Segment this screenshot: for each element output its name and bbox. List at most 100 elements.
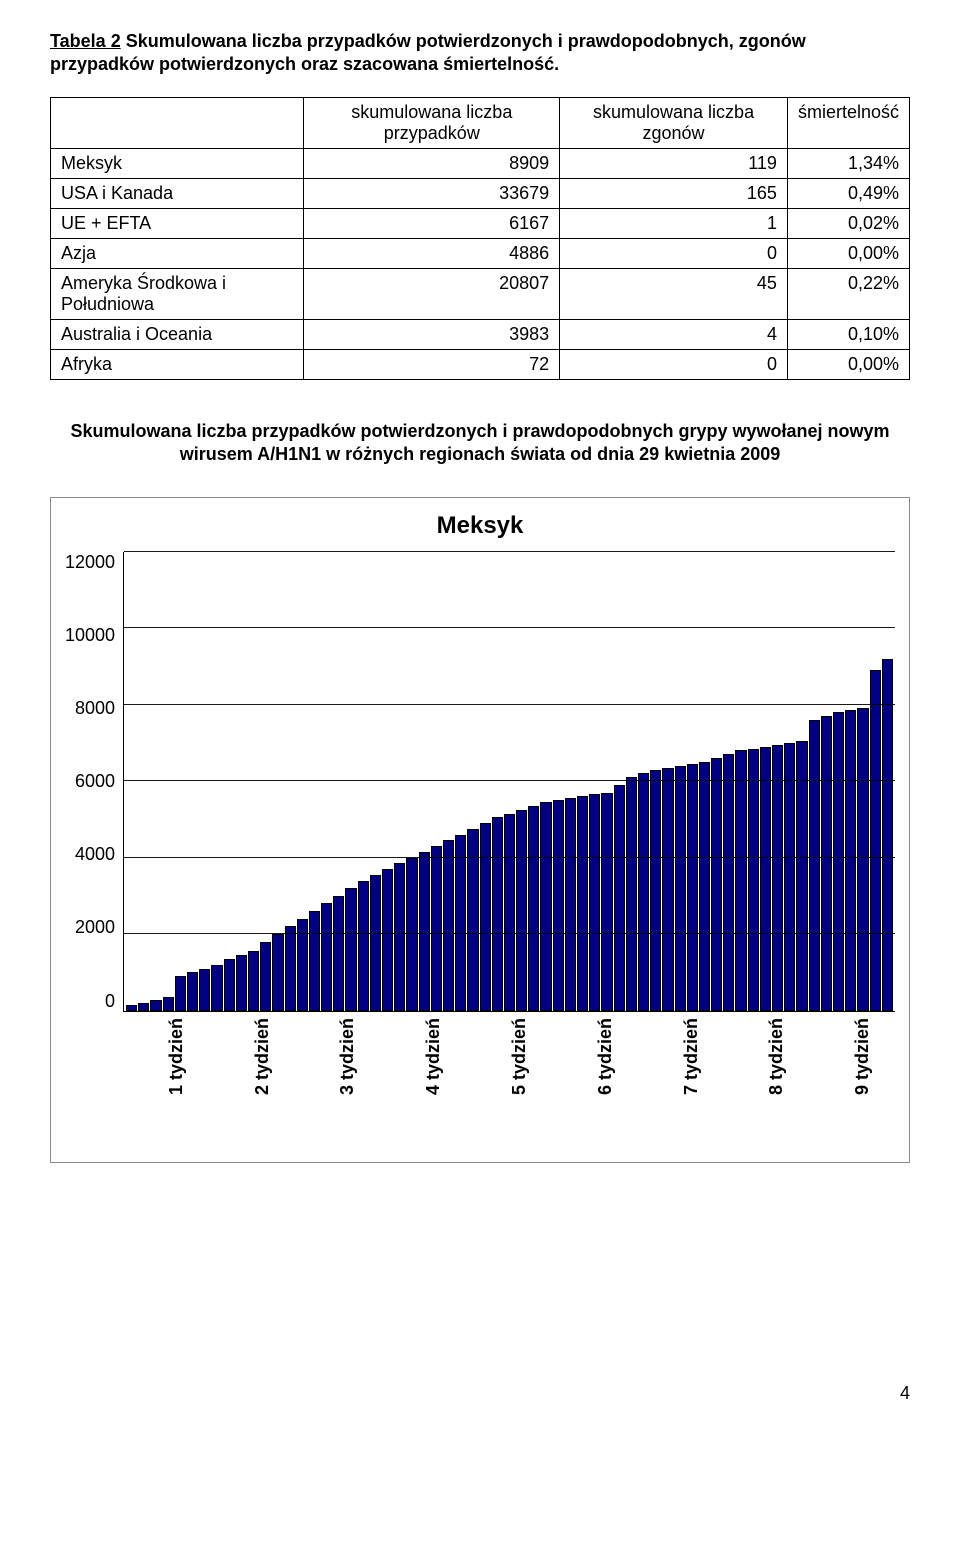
x-tick-label: 4 tydzień <box>423 1018 444 1095</box>
bar <box>358 881 369 1011</box>
y-tick-label: 10000 <box>65 625 115 646</box>
x-tick-group: 7 tydzień <box>638 1018 724 1148</box>
bar <box>553 800 564 1010</box>
bar <box>345 888 356 1010</box>
row-deaths: 4 <box>560 319 788 349</box>
table-row: UE + EFTA616710,02% <box>51 208 910 238</box>
grid-line <box>124 627 895 628</box>
grid-line <box>124 933 895 934</box>
grid-line <box>124 780 895 781</box>
bar <box>431 846 442 1010</box>
bar <box>272 934 283 1010</box>
bar <box>687 764 698 1011</box>
bar <box>711 758 722 1010</box>
bar <box>163 997 174 1011</box>
row-label: Ameryka Środkowa i Południowa <box>51 268 304 319</box>
title-rest: Skumulowana liczba przypadków potwierdzo… <box>50 31 806 74</box>
bar <box>516 810 527 1011</box>
x-tick-label: 8 tydzień <box>766 1018 787 1095</box>
bar <box>784 743 795 1011</box>
bar <box>540 802 551 1010</box>
table-header-deaths: skumulowana liczba zgonów <box>560 97 788 148</box>
x-tick-group: 5 tydzień <box>466 1018 552 1148</box>
bar <box>528 806 539 1011</box>
bar <box>626 777 637 1010</box>
row-deaths: 1 <box>560 208 788 238</box>
bar <box>760 747 771 1011</box>
x-tick-label: 3 tydzień <box>337 1018 358 1095</box>
row-cases: 72 <box>304 349 560 379</box>
row-mortality: 0,49% <box>787 178 909 208</box>
bar <box>480 823 491 1010</box>
bar <box>492 817 503 1010</box>
bars-container <box>124 552 895 1011</box>
x-tick-group: 2 tydzień <box>209 1018 295 1148</box>
y-tick-label: 12000 <box>65 552 115 573</box>
x-tick-group: 1 tydzień <box>123 1018 209 1148</box>
table-header-row: skumulowana liczba przypadków skumulowan… <box>51 97 910 148</box>
bar <box>455 835 466 1011</box>
y-tick-label: 0 <box>105 991 115 1012</box>
plot-area <box>123 552 895 1012</box>
row-mortality: 0,22% <box>787 268 909 319</box>
x-tick-label: 5 tydzień <box>509 1018 530 1095</box>
bar <box>796 741 807 1011</box>
row-cases: 3983 <box>304 319 560 349</box>
row-deaths: 165 <box>560 178 788 208</box>
table-title: Tabela 2 Skumulowana liczba przypadków p… <box>50 30 910 77</box>
bar <box>845 710 856 1010</box>
row-deaths: 45 <box>560 268 788 319</box>
bar <box>882 659 893 1011</box>
bar <box>211 965 222 1011</box>
title-prefix: Tabela 2 <box>50 31 121 51</box>
y-tick-label: 4000 <box>75 844 115 865</box>
bar <box>662 768 673 1011</box>
bar <box>248 951 259 1010</box>
chart-subtitle: Skumulowana liczba przypadków potwierdzo… <box>50 420 910 467</box>
bar <box>321 903 332 1010</box>
x-tick-group: 9 tydzień <box>809 1018 895 1148</box>
row-label: Australia i Oceania <box>51 319 304 349</box>
bar <box>236 955 247 1010</box>
row-label: Afryka <box>51 349 304 379</box>
row-label: Meksyk <box>51 148 304 178</box>
y-tick-label: 2000 <box>75 917 115 938</box>
table-header-mortality: śmiertelność <box>787 97 909 148</box>
chart-title: Meksyk <box>65 512 895 540</box>
x-tick-label: 9 tydzień <box>852 1018 873 1095</box>
bar <box>309 911 320 1010</box>
row-mortality: 0,02% <box>787 208 909 238</box>
bar <box>601 793 612 1011</box>
bar <box>638 773 649 1010</box>
table-row: USA i Kanada336791650,49% <box>51 178 910 208</box>
row-label: UE + EFTA <box>51 208 304 238</box>
x-tick-group: 6 tydzień <box>552 1018 638 1148</box>
row-mortality: 0,10% <box>787 319 909 349</box>
row-cases: 20807 <box>304 268 560 319</box>
bar <box>748 749 759 1011</box>
y-tick-label: 6000 <box>75 771 115 792</box>
table-row: Afryka7200,00% <box>51 349 910 379</box>
data-table: skumulowana liczba przypadków skumulowan… <box>50 97 910 380</box>
bar <box>260 942 271 1011</box>
bar <box>187 972 198 1010</box>
bar <box>723 754 734 1010</box>
row-mortality: 0,00% <box>787 349 909 379</box>
plot-wrap: 1 tydzień2 tydzień 3 tydzień 4 tydzień 5 ty… <box>123 552 895 1148</box>
row-deaths: 0 <box>560 349 788 379</box>
table-row: Australia i Oceania398340,10% <box>51 319 910 349</box>
grid-line <box>124 551 895 552</box>
bar <box>699 762 710 1011</box>
bar <box>443 840 454 1010</box>
bar <box>735 750 746 1010</box>
bar <box>382 869 393 1011</box>
bar <box>772 745 783 1011</box>
table-header-cases: skumulowana liczba przypadków <box>304 97 560 148</box>
x-tick-label: 7 tydzień <box>681 1018 702 1095</box>
table-row: Azja488600,00% <box>51 238 910 268</box>
x-axis: 1 tydzień2 tydzień 3 tydzień 4 tydzień 5 ty… <box>123 1018 895 1148</box>
row-label: USA i Kanada <box>51 178 304 208</box>
bar <box>833 712 844 1010</box>
table-row: Meksyk89091191,34% <box>51 148 910 178</box>
row-cases: 6167 <box>304 208 560 238</box>
